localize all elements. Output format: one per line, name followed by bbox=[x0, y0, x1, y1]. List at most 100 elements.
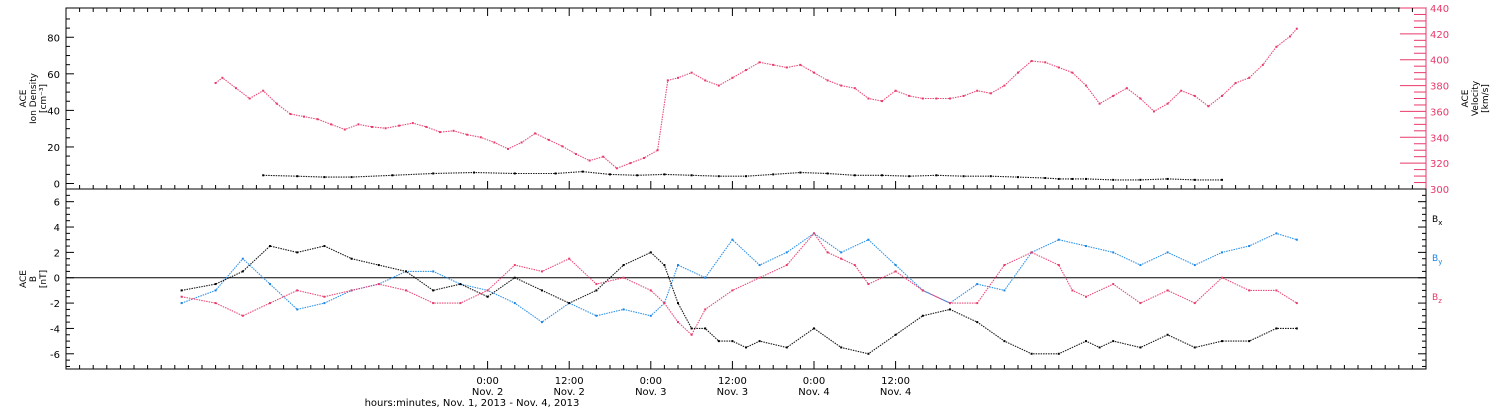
data-point bbox=[1044, 177, 1047, 180]
data-point bbox=[853, 174, 856, 177]
data-point bbox=[826, 79, 829, 82]
data-point bbox=[908, 175, 911, 178]
data-point bbox=[432, 270, 435, 273]
y-axis-label-line: Velocity bbox=[1471, 80, 1481, 116]
x-tick-label-time: 0:00 bbox=[476, 376, 498, 387]
data-point bbox=[377, 283, 380, 286]
data-point bbox=[296, 289, 299, 292]
data-point bbox=[1193, 346, 1196, 349]
data-point bbox=[690, 174, 693, 177]
series-0 bbox=[214, 27, 1298, 170]
y-axis-label: ACEVelocity[km/s] bbox=[1461, 80, 1491, 116]
data-point bbox=[323, 176, 326, 179]
data-point bbox=[602, 155, 605, 158]
data-point bbox=[949, 302, 951, 305]
data-point bbox=[921, 314, 924, 317]
data-point bbox=[262, 89, 265, 92]
data-point bbox=[1085, 245, 1087, 248]
data-point bbox=[1234, 81, 1237, 84]
data-point bbox=[813, 232, 815, 235]
panel-frame bbox=[65, 7, 1427, 190]
data-point bbox=[595, 314, 598, 317]
data-point bbox=[1275, 327, 1278, 330]
data-point bbox=[1221, 251, 1223, 254]
data-point bbox=[595, 283, 598, 286]
data-point bbox=[1112, 283, 1115, 286]
data-point bbox=[1003, 264, 1006, 267]
data-point bbox=[1071, 289, 1074, 292]
data-point bbox=[656, 149, 659, 152]
y2-tick-label: 440 bbox=[1430, 4, 1449, 15]
y-tick-label: 2 bbox=[54, 248, 60, 259]
data-point bbox=[330, 123, 333, 126]
legend-by: By bbox=[1432, 254, 1442, 266]
data-point bbox=[677, 321, 679, 324]
data-point bbox=[303, 115, 305, 118]
data-point bbox=[269, 245, 271, 248]
data-point bbox=[840, 84, 843, 87]
data-point bbox=[350, 289, 353, 292]
y-tick-label: 40 bbox=[47, 106, 60, 117]
data-point bbox=[677, 302, 679, 305]
data-point bbox=[1248, 76, 1251, 79]
data-point bbox=[1295, 238, 1298, 241]
data-point bbox=[663, 264, 666, 267]
data-point bbox=[921, 97, 924, 100]
data-point bbox=[520, 141, 523, 144]
y-tick-label: 80 bbox=[47, 33, 60, 44]
y-tick-label: -4 bbox=[50, 324, 60, 335]
y-tick-label: -2 bbox=[50, 299, 60, 310]
series-1 bbox=[262, 170, 1223, 181]
data-point bbox=[717, 340, 720, 343]
y-axis-label-line: B bbox=[29, 276, 39, 282]
x-tick-label-date: Nov. 2 bbox=[553, 387, 584, 398]
data-point bbox=[432, 302, 435, 305]
data-point bbox=[486, 295, 489, 298]
data-point bbox=[935, 174, 938, 177]
data-point bbox=[541, 270, 543, 273]
x-tick-label-time: 12:00 bbox=[718, 376, 747, 387]
data-point bbox=[1275, 232, 1278, 235]
data-point bbox=[690, 327, 693, 330]
data-point bbox=[398, 124, 401, 127]
data-point bbox=[323, 245, 326, 248]
data-point bbox=[826, 251, 829, 254]
data-point bbox=[840, 251, 843, 254]
y2-tick-label: 420 bbox=[1430, 30, 1449, 41]
data-point bbox=[1125, 87, 1128, 90]
data-point bbox=[894, 264, 897, 267]
data-point bbox=[840, 257, 843, 260]
y-axis-label-line: [km/s] bbox=[1481, 84, 1491, 113]
data-point bbox=[1193, 302, 1196, 305]
data-point bbox=[384, 127, 387, 130]
data-point bbox=[1057, 352, 1060, 355]
data-point bbox=[405, 289, 407, 292]
data-point bbox=[581, 170, 584, 173]
data-point bbox=[1112, 251, 1115, 254]
data-point bbox=[432, 289, 435, 292]
series-trace bbox=[181, 245, 1297, 355]
data-point bbox=[289, 113, 292, 116]
data-point bbox=[588, 159, 591, 162]
data-point bbox=[275, 102, 278, 105]
data-point bbox=[1085, 295, 1087, 298]
data-point bbox=[908, 94, 911, 97]
data-point bbox=[867, 238, 870, 241]
data-point bbox=[1166, 251, 1169, 254]
data-point bbox=[241, 314, 244, 317]
data-point bbox=[1275, 289, 1278, 292]
y-axis-label: ACEB[nT] bbox=[19, 270, 49, 288]
legend-main: B bbox=[1432, 293, 1438, 303]
data-point bbox=[1207, 105, 1210, 108]
data-point bbox=[316, 118, 319, 121]
data-point bbox=[1057, 238, 1060, 241]
data-point bbox=[377, 264, 380, 267]
data-point bbox=[1057, 177, 1060, 180]
data-point bbox=[1003, 340, 1006, 343]
data-point bbox=[704, 276, 707, 279]
data-point bbox=[826, 172, 829, 175]
data-point bbox=[343, 128, 346, 131]
x-tick-label-time: 12:00 bbox=[555, 376, 584, 387]
data-point bbox=[690, 71, 693, 74]
data-point bbox=[663, 302, 666, 305]
